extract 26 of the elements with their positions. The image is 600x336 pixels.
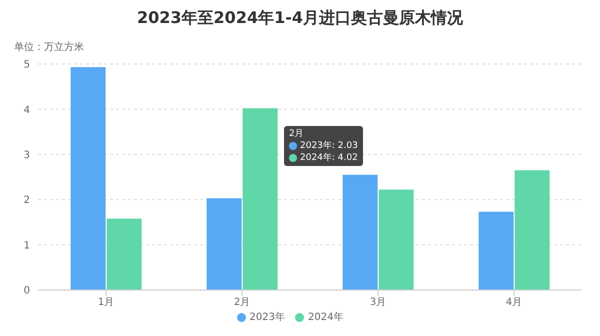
bar [70,67,106,290]
bar [206,198,242,290]
annotation: 2023年: 2.03 [300,140,358,152]
bar [514,170,550,290]
y-tick-label: 1 [24,240,30,252]
bar [378,190,414,290]
bar [478,212,514,290]
tooltip-box: 2月 2023年: 2.03 2024年: 4.02 [284,126,363,166]
y-axis-title: 单位：万立方米 [14,40,84,54]
x-tick-label: 4月 [506,297,522,308]
x-tick-label: 2月 [234,297,250,308]
bar [342,174,378,290]
annotation: 2月 [289,128,304,140]
y-tick-label: 3 [24,150,30,161]
legend-label: 2024年 [308,312,344,323]
bar [106,218,142,290]
y-tick-label: 5 [24,60,30,71]
y-tick-label: 2 [24,195,30,206]
legend-label: 2023年 [250,312,285,323]
y-tick-label: 4 [24,104,30,116]
bar [242,108,278,290]
chart-title: 2023年至2024年1-4月进口奥古曼原木情况 [136,8,464,29]
y-tick-label: 0 [24,286,30,297]
x-tick-label: 1月 [98,297,114,308]
x-tick-label: 3月 [370,297,386,308]
annotation: 2024年: 4.02 [300,152,358,164]
